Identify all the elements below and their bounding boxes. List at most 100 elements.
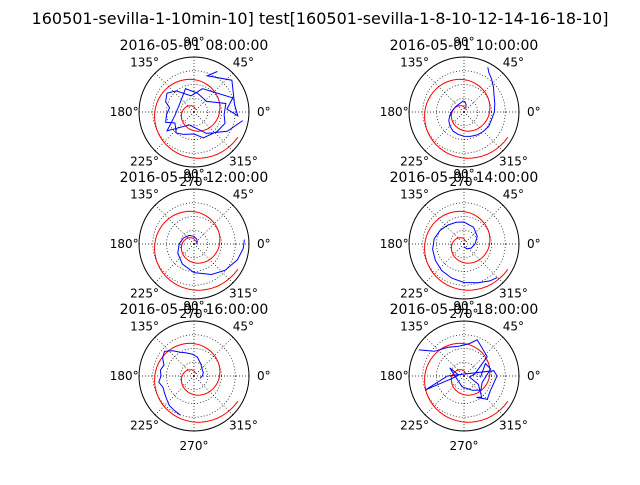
angle-tick-label: 315°: [499, 418, 528, 432]
angle-tick-label: 270°: [450, 175, 479, 189]
subplot-title: 2016-05-01 14:00:00: [390, 170, 539, 186]
angle-tick-label: 225°: [400, 286, 429, 300]
angle-tick-label: 45°: [233, 320, 254, 334]
polar-spine: [408, 56, 520, 168]
series-line: [424, 78, 509, 159]
angle-tick-label: 0°: [527, 105, 541, 119]
series-line: [154, 210, 239, 291]
angle-tick-label: 315°: [499, 154, 528, 168]
subplot-title: 2016-05-01 08:00:00: [120, 38, 269, 54]
angle-tick-label: 90°: [453, 167, 474, 181]
polar-subplot: 2016-05-01 08:00:00 0° 45° 90° 135° 180° 225° 2…: [110, 35, 271, 189]
series-line: [177, 234, 245, 276]
angle-tick-label: 45°: [233, 188, 254, 202]
subplot-title: 2016-05-01 16:00:00: [120, 302, 269, 318]
angular-gridline: [424, 375, 465, 416]
polar-subplot: 2016-05-01 10:00:00 0° 45° 90° 135° 180° 225° 2…: [380, 35, 541, 189]
figure-title: 160501-sevilla-1-10min-10] test[160501-s…: [32, 9, 609, 28]
radial-gridline: [436, 84, 492, 140]
polar-spine: [138, 188, 250, 300]
angle-tick-label: 225°: [130, 418, 159, 432]
radial-gridline: [422, 334, 506, 418]
angle-tick-label: 180°: [380, 369, 409, 383]
angular-gridline: [154, 72, 195, 113]
angular-gridline: [424, 336, 465, 377]
radial-gridline: [436, 216, 492, 272]
subplot-title: 2016-05-01 10:00:00: [390, 38, 539, 54]
radial-gridline: [422, 70, 506, 154]
angle-tick-label: 135°: [130, 320, 159, 334]
angle-tick-label: 90°: [183, 167, 204, 181]
series-line: [418, 339, 498, 400]
radial-gridline: [166, 348, 222, 404]
radial-gridline: [449, 97, 479, 127]
angle-tick-label: 135°: [400, 320, 429, 334]
angle-tick-label: 135°: [400, 188, 429, 202]
angle-tick-label: 315°: [229, 418, 258, 432]
polar-spine: [408, 188, 520, 300]
angular-gridline: [154, 336, 195, 377]
polar-subplot: 2016-05-01 12:00:00 0° 45° 90° 135° 180° 225° 2…: [110, 167, 271, 321]
series-line: [158, 350, 204, 416]
angle-tick-label: 135°: [400, 56, 429, 70]
angular-gridline: [154, 204, 195, 245]
polar-subplot: 2016-05-01 14:00:00 0° 45° 90° 135° 180° 225° 2…: [380, 167, 541, 321]
angle-tick-label: 0°: [257, 369, 271, 383]
series-line: [154, 78, 239, 159]
angular-gridline: [424, 243, 465, 284]
angle-tick-label: 90°: [453, 299, 474, 313]
angle-tick-label: 180°: [110, 369, 139, 383]
angle-tick-label: 90°: [453, 35, 474, 49]
angular-gridline: [424, 111, 465, 152]
radial-gridline: [422, 202, 506, 286]
angle-tick-label: 0°: [527, 369, 541, 383]
angle-tick-label: 315°: [499, 286, 528, 300]
polar-spine: [408, 320, 520, 432]
series-line: [165, 71, 243, 139]
angle-tick-label: 270°: [180, 307, 209, 321]
polar-subplot: 2016-05-01 18:00:00 0° 45° 90° 135° 180° 225° 2…: [380, 299, 541, 453]
radial-gridline: [179, 97, 209, 127]
angle-tick-label: 0°: [527, 237, 541, 251]
polar-subplot: 2016-05-01 16:00:00 0° 45° 90° 135° 180° 225° 2…: [110, 299, 271, 453]
angle-tick-label: 0°: [257, 105, 271, 119]
angle-tick-label: 90°: [183, 299, 204, 313]
angle-tick-label: 225°: [400, 154, 429, 168]
angle-tick-label: 180°: [110, 237, 139, 251]
angle-tick-label: 45°: [503, 56, 524, 70]
series-line: [154, 342, 239, 423]
radial-gridline: [436, 348, 492, 404]
angle-tick-label: 225°: [400, 418, 429, 432]
radial-gridline: [179, 229, 209, 259]
angle-tick-label: 135°: [130, 56, 159, 70]
radial-gridline: [166, 84, 222, 140]
angle-tick-label: 45°: [503, 188, 524, 202]
angle-tick-label: 270°: [180, 175, 209, 189]
radial-gridline: [152, 202, 236, 286]
angle-tick-label: 315°: [229, 286, 258, 300]
subplot-title: 2016-05-01 12:00:00: [120, 170, 269, 186]
angle-tick-label: 180°: [380, 105, 409, 119]
angular-gridline: [424, 204, 465, 245]
series-line: [448, 67, 496, 137]
angle-tick-label: 45°: [233, 56, 254, 70]
radial-gridline: [152, 70, 236, 154]
angle-tick-label: 90°: [183, 35, 204, 49]
angular-gridline: [154, 375, 195, 416]
angular-gridline: [154, 111, 195, 152]
polar-spine: [138, 320, 250, 432]
angle-tick-label: 0°: [257, 237, 271, 251]
angle-tick-label: 270°: [450, 439, 479, 453]
angle-tick-label: 45°: [503, 320, 524, 334]
polar-spine: [138, 56, 250, 168]
radial-gridline: [449, 229, 479, 259]
angle-tick-label: 270°: [180, 439, 209, 453]
series-line: [424, 210, 509, 291]
angle-tick-label: 180°: [110, 105, 139, 119]
angle-tick-label: 180°: [380, 237, 409, 251]
series-line: [432, 221, 498, 284]
radial-gridline: [152, 334, 236, 418]
subplot-title: 2016-05-01 18:00:00: [390, 302, 539, 318]
